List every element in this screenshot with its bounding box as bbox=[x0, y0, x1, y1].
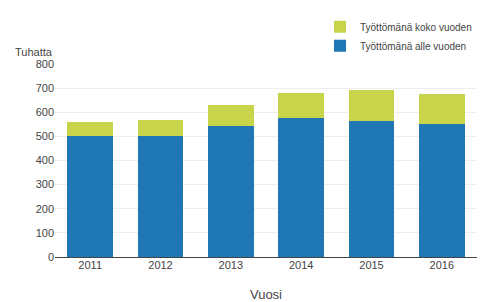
svg-text:400: 400 bbox=[36, 154, 54, 166]
svg-text:0: 0 bbox=[48, 251, 54, 263]
svg-text:600: 600 bbox=[36, 106, 54, 118]
svg-text:2012: 2012 bbox=[148, 259, 172, 271]
svg-text:800: 800 bbox=[36, 58, 54, 70]
svg-text:Työttömänä koko vuoden: Työttömänä koko vuoden bbox=[360, 22, 472, 33]
svg-text:Työttömänä alle vuoden: Työttömänä alle vuoden bbox=[360, 41, 466, 52]
svg-text:100: 100 bbox=[36, 227, 54, 239]
svg-text:2011: 2011 bbox=[78, 259, 102, 271]
svg-text:2015: 2015 bbox=[359, 259, 383, 271]
svg-text:2013: 2013 bbox=[219, 259, 243, 271]
svg-text:700: 700 bbox=[36, 82, 54, 94]
svg-text:300: 300 bbox=[36, 178, 54, 190]
svg-text:200: 200 bbox=[36, 203, 54, 215]
svg-text:2016: 2016 bbox=[430, 259, 454, 271]
svg-text:500: 500 bbox=[36, 130, 54, 142]
svg-text:Tuhatta: Tuhatta bbox=[15, 46, 53, 58]
svg-text:Vuosi: Vuosi bbox=[250, 287, 282, 302]
svg-text:2014: 2014 bbox=[289, 259, 313, 271]
